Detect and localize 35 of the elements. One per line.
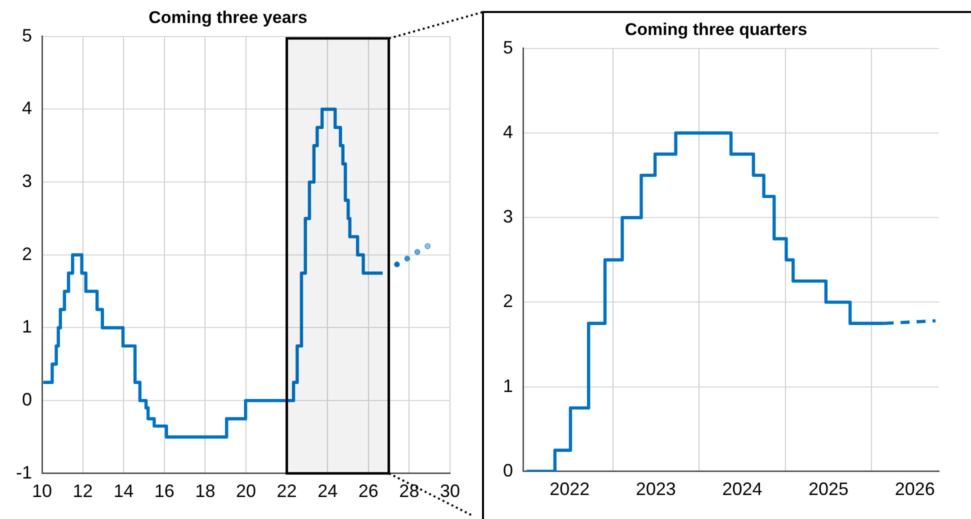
x-tick-label: 2022 xyxy=(550,479,590,500)
x-tick-label: 14 xyxy=(114,481,134,502)
x-tick-label: 28 xyxy=(399,481,420,502)
x-tick-label: 2023 xyxy=(636,479,676,500)
chart-title: Coming three years xyxy=(148,8,308,27)
y-tick-label: 3 xyxy=(22,171,32,192)
x-tick-label: 12 xyxy=(72,481,93,502)
y-tick-label: 2 xyxy=(22,244,32,264)
y-tick-label: 1 xyxy=(502,376,514,396)
y-tick-label: 1 xyxy=(22,316,32,337)
y-tick-label: 2 xyxy=(502,291,514,312)
x-tick-label: 10 xyxy=(32,481,52,502)
x-tick-label: 2026 xyxy=(894,479,935,500)
y-tick-label: 5 xyxy=(22,25,32,46)
x-tick-label: 2025 xyxy=(808,479,849,500)
y-tick-label: -1 xyxy=(16,462,32,482)
point xyxy=(414,249,420,255)
point xyxy=(404,256,410,262)
y-tick-label: 0 xyxy=(502,460,514,480)
point xyxy=(394,262,400,268)
y-tick-label: 4 xyxy=(502,122,514,142)
x-tick-label: 30 xyxy=(440,481,460,502)
point xyxy=(424,243,430,250)
x-tick-label: 2024 xyxy=(722,479,762,500)
y-tick-label: 0 xyxy=(22,390,32,410)
x-tick-label: 20 xyxy=(236,481,256,502)
x-tick-label: 22 xyxy=(276,481,297,502)
x-tick-label: 26 xyxy=(358,481,378,502)
chart-title: Coming three quarters xyxy=(624,20,808,39)
x-tick-label: 16 xyxy=(154,481,174,502)
x-tick-label: 24 xyxy=(318,481,338,502)
x-tick-label: 18 xyxy=(195,481,216,502)
y-tick-label: 3 xyxy=(502,206,514,227)
y-tick-label: 5 xyxy=(502,37,514,58)
y-tick-label: 4 xyxy=(22,98,32,118)
